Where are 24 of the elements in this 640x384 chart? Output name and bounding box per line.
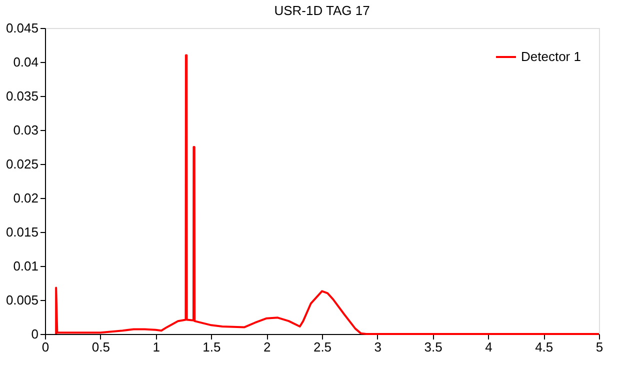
x-tick-label: 5: [596, 340, 604, 354]
y-tick-label: 0.01: [13, 258, 38, 274]
y-tick-label: 0.035: [6, 88, 38, 104]
y-tick-label: 0.025: [6, 156, 38, 172]
chart-title: USR-1D TAG 17: [274, 3, 370, 18]
x-tick-label: 2.5: [313, 340, 332, 354]
y-tick-label: 0.015: [6, 224, 38, 240]
x-tick-label: 4: [485, 340, 492, 354]
y-tick-label: 0.005: [6, 292, 38, 308]
legend-label: Detector 1: [521, 49, 581, 64]
x-tick-label: 1: [152, 340, 160, 354]
x-tick-label: 1.5: [202, 340, 221, 354]
x-tick-label: 2: [263, 340, 271, 354]
x-tick-label: 3.5: [424, 340, 442, 354]
line-series: [55, 54, 600, 335]
y-tick-label: 0.02: [13, 190, 38, 206]
y-tick-label: 0.04: [13, 54, 38, 70]
x-tick-label: 4.5: [535, 340, 554, 354]
y-tick-label: 0.03: [13, 122, 38, 138]
y-tick-label: 0.045: [6, 20, 38, 36]
x-tick-label: 3: [374, 340, 382, 354]
x-tick-label: 0: [42, 340, 50, 354]
x-tick-label: 0.5: [92, 340, 110, 354]
y-tick-label: 0: [31, 326, 38, 342]
